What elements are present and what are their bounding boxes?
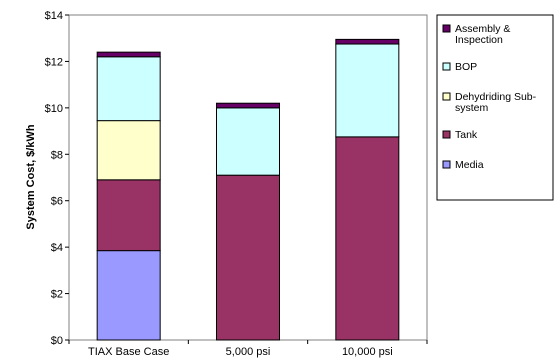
legend-label: Tank (455, 129, 478, 141)
legend-label: Media (455, 159, 484, 171)
y-axis: $0 $2 $4 $6 $8 $10 $12 $14 (45, 10, 69, 347)
legend-box (436, 14, 554, 201)
y-tick-label: $8 (51, 149, 63, 161)
x-tick-label: TIAX Base Case (88, 346, 169, 358)
y-axis-label: System Cost, $/kWh (25, 124, 37, 229)
bar-segment-media (96, 250, 161, 341)
bar-segment-bop (216, 107, 280, 176)
y-tick-label: $6 (51, 196, 63, 208)
bar-segment-tank (96, 179, 161, 252)
y-tick-label: $10 (45, 103, 63, 115)
legend: Assembly &Inspection BOP Dehydriding Sub-s… (436, 14, 554, 201)
legend-swatch (442, 130, 451, 139)
legend-swatch (442, 160, 451, 169)
legend-swatch (442, 24, 451, 33)
y-tick-label: $0 (51, 335, 63, 347)
bar-segment-assembly-inspection (335, 38, 400, 45)
legend-label: Dehydriding Sub- (455, 91, 537, 103)
bar-segment-assembly-inspection (216, 102, 280, 109)
legend-label: Inspection (455, 34, 503, 46)
bar-segment-bop (96, 56, 161, 122)
y-tick-label: $12 (45, 56, 63, 68)
y-tick-label: $2 (51, 289, 63, 301)
x-axis: TIAX Base Case 5,000 psi 10,000 psi (68, 340, 428, 358)
legend-swatch (442, 62, 451, 71)
legend-swatch (442, 92, 451, 101)
y-tick-label: $14 (45, 10, 63, 22)
bars (96, 38, 400, 341)
legend-label: BOP (455, 61, 477, 73)
bar-segment-dehydriding-sub-system (96, 120, 161, 181)
bar-segment-tank (216, 174, 280, 341)
bar-segment-assembly-inspection (96, 51, 161, 58)
bar-segment-bop (335, 43, 400, 138)
legend-label: Assembly & (455, 23, 510, 35)
bar-segment-tank (335, 136, 400, 341)
y-tick-label: $4 (51, 242, 63, 254)
x-tick-label: 10,000 psi (342, 346, 393, 358)
legend-label: system (455, 102, 489, 114)
x-tick-label: 5,000 psi (226, 346, 271, 358)
